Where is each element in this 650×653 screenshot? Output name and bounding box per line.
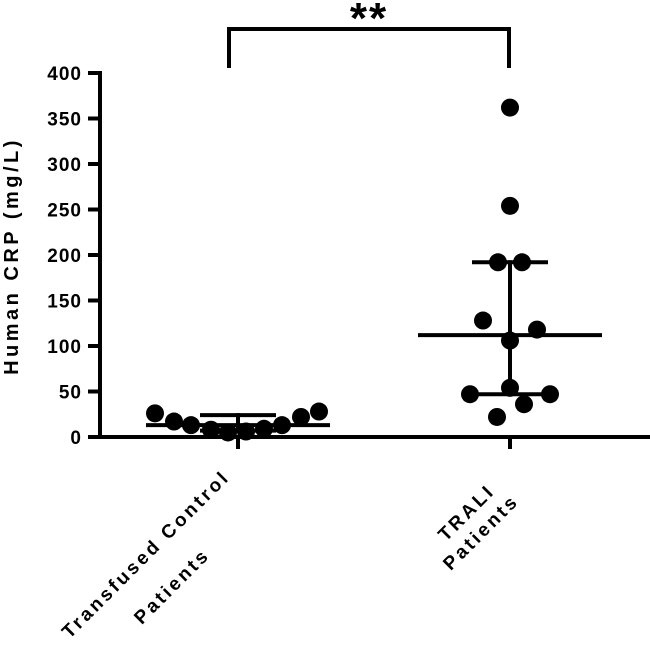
y-tick-label: 150 <box>47 292 82 313</box>
x-axis <box>98 435 650 449</box>
y-axis: 0 50 100 150 200 250 300 350 400 <box>47 64 102 449</box>
data-point <box>474 311 492 330</box>
data-points <box>146 98 559 442</box>
data-point <box>501 378 519 397</box>
data-point <box>461 385 479 404</box>
significance-bracket: ** <box>227 0 511 68</box>
y-tick-label: 400 <box>47 64 82 85</box>
data-point <box>219 423 237 442</box>
data-point <box>202 420 220 439</box>
y-tick-label: 300 <box>47 155 82 176</box>
data-point <box>146 404 164 423</box>
y-tick-label: 100 <box>47 337 82 358</box>
significance-label: ** <box>350 0 388 43</box>
y-tick-label: 200 <box>47 246 82 267</box>
data-point <box>488 407 506 426</box>
y-tick-label: 250 <box>47 201 82 222</box>
data-point <box>501 331 519 350</box>
data-point <box>489 253 507 272</box>
data-point <box>310 402 328 421</box>
data-point <box>182 416 200 435</box>
data-point <box>541 385 559 404</box>
data-point <box>165 412 183 431</box>
y-tick-label: 350 <box>47 110 82 131</box>
data-point <box>515 395 533 414</box>
bracket-line <box>227 27 511 68</box>
y-axis-title: Human CRP (mg/L) <box>1 137 23 375</box>
data-point <box>292 407 310 426</box>
y-tick-label: 50 <box>59 383 82 404</box>
data-point <box>501 98 519 117</box>
data-point <box>255 419 273 438</box>
y-tick-label: 0 <box>70 428 82 449</box>
data-point <box>528 320 546 339</box>
data-point <box>501 196 519 215</box>
data-point <box>237 422 255 441</box>
data-point <box>513 253 531 272</box>
data-point <box>273 416 291 435</box>
